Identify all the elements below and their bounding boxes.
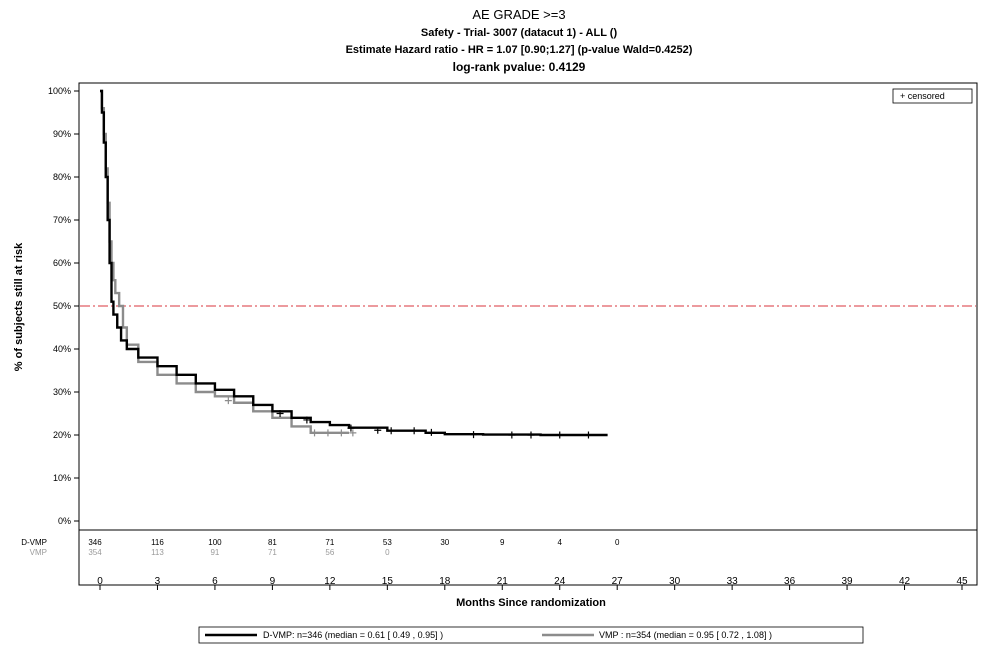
series-legend-box bbox=[198, 626, 864, 644]
x-axis-label: Months Since randomization bbox=[456, 597, 606, 609]
at-risk-count: 0 bbox=[385, 548, 390, 557]
y-tick-label: 30% bbox=[53, 387, 71, 397]
x-tick-label: 33 bbox=[727, 576, 739, 587]
censor-mark-d-vmp bbox=[374, 426, 382, 434]
x-axis-ticks: 0 3 6 9 12 15 18 21 24 27 30 33 36 39 42 45 bbox=[97, 576, 968, 590]
survival-curve-vmp bbox=[100, 89, 350, 435]
at-risk-group-label: D-VMP bbox=[21, 538, 47, 547]
censor-mark-d-vmp bbox=[387, 427, 395, 435]
x-tick-label: 12 bbox=[324, 576, 336, 587]
at-risk-count: 56 bbox=[325, 548, 334, 557]
at-risk-count: 113 bbox=[151, 548, 164, 557]
x-tick-label: 24 bbox=[554, 576, 566, 587]
at-risk-count: 4 bbox=[558, 538, 563, 547]
censor-mark-d-vmp bbox=[508, 431, 516, 439]
at-risk-count: 71 bbox=[325, 538, 334, 547]
x-tick-label: 9 bbox=[270, 576, 276, 587]
legend-label-vmp: VMP : n=354 (median = 0.95 [ 0.72 , 1.08… bbox=[599, 630, 772, 640]
y-tick-label: 40% bbox=[53, 344, 71, 354]
at-risk-count: 30 bbox=[440, 538, 449, 547]
x-tick-label: 30 bbox=[669, 576, 681, 587]
y-tick-label: 60% bbox=[53, 258, 71, 268]
y-tick-label: 10% bbox=[53, 473, 71, 483]
x-tick-label: 3 bbox=[155, 576, 161, 587]
x-tick-label: 45 bbox=[956, 576, 968, 587]
x-tick-label: 18 bbox=[439, 576, 451, 587]
x-tick-label: 21 bbox=[497, 576, 509, 587]
censor-mark-vmp bbox=[311, 429, 319, 437]
at-risk-count: 53 bbox=[383, 538, 392, 547]
censor-mark-d-vmp bbox=[347, 424, 355, 432]
chart-title: AE GRADE >=3 bbox=[472, 7, 565, 22]
y-tick-label: 90% bbox=[53, 129, 71, 139]
censor-mark-d-vmp bbox=[470, 431, 478, 439]
at-risk-count: 100 bbox=[208, 538, 222, 547]
y-tick-label: 70% bbox=[53, 215, 71, 225]
at-risk-count: 346 bbox=[88, 538, 102, 547]
y-tick-label: 20% bbox=[53, 430, 71, 440]
censor-mark-vmp bbox=[224, 397, 232, 405]
legend-label-dvmp: D-VMP: n=346 (median = 0.61 [ 0.49 , 0.9… bbox=[263, 630, 443, 640]
censor-mark-vmp bbox=[349, 429, 357, 437]
x-tick-label: 6 bbox=[212, 576, 218, 587]
x-tick-label: 36 bbox=[784, 576, 796, 587]
censor-mark-d-vmp bbox=[527, 431, 535, 439]
plot-frame bbox=[78, 82, 978, 586]
x-tick-label: 27 bbox=[612, 576, 624, 587]
y-axis-ticks: 0% 10% 20% 30% 40% 50% 60% 70% 80% 90% 100% bbox=[48, 86, 79, 526]
censor-mark-d-vmp bbox=[276, 410, 284, 417]
survival-curves bbox=[100, 89, 608, 439]
censor-mark-d-vmp bbox=[584, 431, 592, 439]
censored-legend-box bbox=[892, 88, 973, 104]
at-risk-count: 91 bbox=[210, 548, 219, 557]
x-tick-label: 39 bbox=[842, 576, 854, 587]
chart-subtitle-logrank: log-rank pvalue: 0.4129 bbox=[453, 60, 586, 74]
x-tick-label: 42 bbox=[899, 576, 911, 587]
censor-mark-d-vmp bbox=[410, 427, 418, 435]
at-risk-count: 9 bbox=[500, 538, 505, 547]
censor-mark-d-vmp bbox=[303, 416, 311, 424]
at-risk-count: 71 bbox=[268, 548, 277, 557]
x-tick-label: 0 bbox=[97, 576, 103, 587]
censor-mark-vmp bbox=[324, 429, 332, 437]
x-tick-label: 15 bbox=[382, 576, 394, 587]
y-axis-label: % of subjects still at risk bbox=[13, 242, 25, 371]
y-tick-label: 50% bbox=[53, 301, 71, 311]
at-risk-count: 0 bbox=[615, 538, 620, 547]
censor-mark-d-vmp bbox=[427, 428, 435, 436]
y-tick-label: 80% bbox=[53, 172, 71, 182]
y-tick-label: 0% bbox=[58, 516, 71, 526]
survival-curve-d-vmp bbox=[100, 89, 608, 437]
y-tick-label: 100% bbox=[48, 86, 71, 96]
chart-subtitle-hazard: Estimate Hazard ratio - HR = 1.07 [0.90;… bbox=[346, 44, 693, 56]
at-risk-count: 354 bbox=[88, 548, 102, 557]
chart-subtitle-trial: Safety - Trial- 3007 (datacut 1) - ALL (… bbox=[421, 27, 618, 39]
at-risk-group-label: VMP bbox=[30, 548, 47, 557]
censor-mark-vmp bbox=[337, 429, 345, 437]
at-risk-count: 81 bbox=[268, 538, 277, 547]
censor-mark-d-vmp bbox=[556, 431, 564, 439]
at-risk-count: 116 bbox=[151, 538, 164, 547]
censored-legend-text: + censored bbox=[900, 91, 945, 101]
